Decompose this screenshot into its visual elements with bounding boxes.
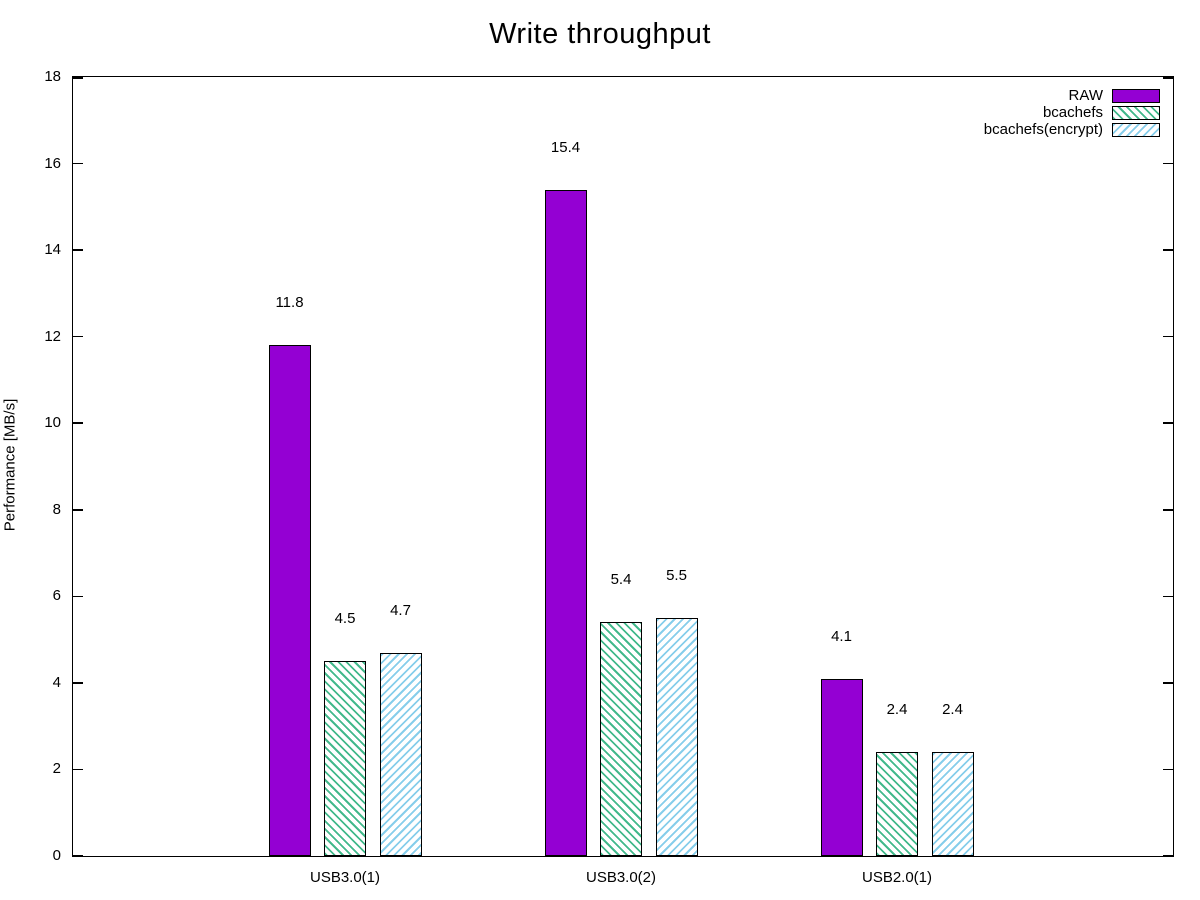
legend-label-bcachefs: bcachefs [1042, 104, 1103, 121]
bar-value-label-raw-usb3-0-2: 15.4 [550, 138, 581, 156]
x-category-label-usb2-0-1: USB2.0(1) [861, 869, 933, 886]
legend-swatch-bcachefs [1112, 105, 1160, 120]
legend-item-bcachefs: bcachefs [984, 104, 1160, 121]
bar-bcachefs-usb3-0-1 [324, 661, 366, 856]
y-tick-mark-right-14 [1163, 249, 1173, 251]
y-tick-mark-left-2 [73, 768, 83, 771]
chart-title: Write throughput [489, 18, 711, 50]
y-tick-label-10: 10 [44, 414, 61, 432]
bar-value-label-bcachefs-usb3-0-2: 5.4 [610, 571, 632, 589]
y-tick-label-18: 18 [44, 68, 61, 85]
bar-bcachefs-encrypt-usb3-0-1 [379, 652, 422, 856]
y-tick-mark-left-18 [73, 77, 83, 79]
y-tick-mark-left-14 [73, 249, 83, 251]
legend-item-raw: RAW [984, 87, 1160, 104]
legend-label-raw: RAW [1068, 87, 1103, 104]
legend-swatch-raw [1112, 88, 1160, 103]
legend-swatch-bcachefs-encrypt [1112, 122, 1160, 137]
y-tick-mark-right-10 [1163, 422, 1173, 424]
y-tick-mark-right-0 [1163, 854, 1173, 856]
bar-value-label-bcachefs-usb3-0-1: 4.5 [334, 610, 356, 628]
y-tick-label-0: 0 [52, 847, 61, 864]
y-tick-mark-left-8 [73, 509, 83, 511]
bar-raw-usb3-0-1 [268, 345, 311, 856]
y-tick-mark-right-6 [1163, 595, 1173, 598]
bar-bcachefs-usb3-0-2 [600, 622, 642, 856]
x-category-label-usb3-0-2: USB3.0(2) [585, 869, 657, 886]
plot-area: RAW bcachefs bcachefs(encrypt) 0 2 4 6 8 10 12 14… [44, 68, 1174, 886]
legend: RAW bcachefs bcachefs(encrypt) [984, 87, 1160, 138]
bar-bcachefs-encrypt-usb3-0-2 [655, 617, 698, 856]
bar-value-label-bcachefs-encrypt-usb3-0-2: 5.5 [666, 566, 687, 584]
y-tick-mark-right-4 [1163, 682, 1173, 684]
bar-value-label-bcachefs-encrypt-usb3-0-1: 4.7 [390, 601, 411, 619]
bar-raw-usb3-0-2 [544, 189, 587, 856]
y-tick-label-16: 16 [44, 154, 61, 172]
y-tick-label-14: 14 [44, 241, 61, 259]
y-tick-label-2: 2 [52, 760, 61, 778]
y-tick-mark-right-2 [1163, 768, 1173, 771]
y-tick-mark-left-4 [73, 682, 83, 684]
bar-bcachefs-encrypt-usb2-0-1 [931, 752, 974, 856]
y-tick-mark-left-10 [73, 422, 83, 424]
y-tick-label-8: 8 [52, 500, 61, 518]
legend-item-bcachefs-encrypt: bcachefs(encrypt) [984, 121, 1160, 138]
y-tick-mark-left-12 [73, 335, 83, 338]
bar-value-label-bcachefs-encrypt-usb2-0-1: 2.4 [942, 701, 963, 719]
y-tick-mark-right-18 [1163, 77, 1173, 79]
y-tick-mark-right-12 [1163, 335, 1173, 338]
bar-value-label-bcachefs-usb2-0-1: 2.4 [886, 701, 908, 719]
y-tick-mark-left-0 [73, 854, 83, 856]
y-tick-mark-right-8 [1163, 509, 1173, 511]
y-tick-label-12: 12 [44, 327, 61, 345]
x-category-label-usb3-0-1: USB3.0(1) [309, 869, 381, 886]
y-tick-label-6: 6 [52, 587, 61, 605]
bar-bcachefs-usb2-0-1 [876, 752, 918, 856]
bar-value-label-raw-usb2-0-1: 4.1 [831, 627, 852, 645]
legend-label-bcachefs-encrypt: bcachefs(encrypt) [983, 121, 1103, 138]
y-tick-label-4: 4 [52, 673, 61, 691]
y-tick-mark-left-6 [73, 595, 83, 598]
y-tick-mark-right-16 [1163, 162, 1173, 165]
bar-value-label-raw-usb3-0-1: 11.8 [275, 294, 304, 312]
bar-raw-usb2-0-1 [820, 678, 863, 856]
y-tick-mark-left-16 [73, 162, 83, 165]
